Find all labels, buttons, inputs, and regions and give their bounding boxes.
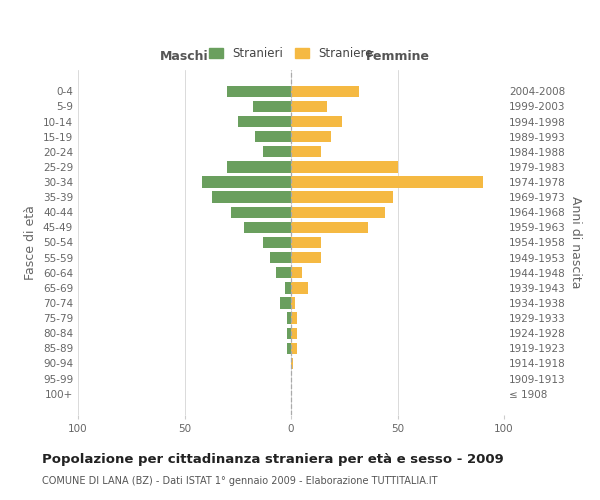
Bar: [253, 101, 291, 112]
Bar: [291, 206, 385, 218]
Bar: [291, 267, 302, 278]
Bar: [291, 252, 321, 264]
Bar: [291, 176, 482, 188]
Bar: [291, 237, 321, 248]
Text: Maschi: Maschi: [160, 50, 209, 63]
Text: COMUNE DI LANA (BZ) - Dati ISTAT 1° gennaio 2009 - Elaborazione TUTTITALIA.IT: COMUNE DI LANA (BZ) - Dati ISTAT 1° genn…: [42, 476, 437, 486]
Bar: [291, 146, 321, 158]
Text: Popolazione per cittadinanza straniera per età e sesso - 2009: Popolazione per cittadinanza straniera p…: [42, 452, 504, 466]
Bar: [263, 146, 291, 158]
Bar: [280, 298, 291, 308]
Bar: [291, 342, 298, 354]
Bar: [291, 222, 368, 233]
Bar: [291, 298, 295, 308]
Bar: [291, 358, 293, 369]
Bar: [291, 312, 298, 324]
Bar: [291, 192, 393, 203]
Y-axis label: Anni di nascita: Anni di nascita: [569, 196, 582, 289]
Bar: [212, 192, 291, 203]
Bar: [238, 116, 291, 127]
Bar: [291, 101, 327, 112]
Bar: [270, 252, 291, 264]
Bar: [291, 86, 359, 97]
Bar: [287, 342, 291, 354]
Bar: [287, 312, 291, 324]
Bar: [291, 131, 331, 142]
Bar: [291, 328, 298, 339]
Text: Femmine: Femmine: [365, 50, 430, 63]
Bar: [255, 131, 291, 142]
Bar: [227, 86, 291, 97]
Bar: [291, 282, 308, 294]
Bar: [276, 267, 291, 278]
Bar: [287, 328, 291, 339]
Bar: [284, 282, 291, 294]
Bar: [232, 206, 291, 218]
Bar: [263, 237, 291, 248]
Bar: [291, 162, 398, 172]
Bar: [202, 176, 291, 188]
Legend: Stranieri, Straniere: Stranieri, Straniere: [203, 42, 379, 66]
Bar: [244, 222, 291, 233]
Y-axis label: Fasce di età: Fasce di età: [25, 205, 37, 280]
Bar: [227, 162, 291, 172]
Bar: [291, 116, 342, 127]
